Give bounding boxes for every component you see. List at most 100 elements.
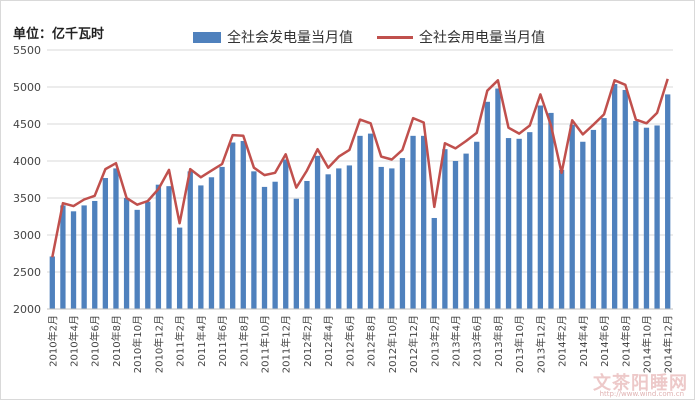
bar bbox=[325, 174, 331, 309]
legend-bar-swatch bbox=[193, 31, 221, 43]
bar bbox=[166, 186, 172, 309]
y-tick-label: 2000 bbox=[13, 303, 41, 316]
bar bbox=[113, 168, 119, 309]
bar bbox=[293, 198, 299, 309]
x-tick-label: 2012年6月 bbox=[343, 315, 356, 367]
x-tick-label: 2014年8月 bbox=[619, 315, 632, 367]
x-tick-label: 2014年6月 bbox=[598, 315, 611, 367]
bar bbox=[484, 101, 490, 309]
bar bbox=[240, 141, 246, 309]
legend-item-generation: 全社会发电量当月值 bbox=[193, 27, 353, 47]
bar bbox=[49, 256, 55, 309]
y-tick-label: 3500 bbox=[13, 192, 41, 205]
bar bbox=[304, 180, 310, 309]
bar bbox=[452, 161, 459, 309]
x-tick-label: 2011年12月 bbox=[280, 315, 293, 373]
x-tick-label: 2014年12月 bbox=[662, 315, 675, 373]
x-tick-label: 2013年2月 bbox=[428, 315, 441, 367]
bar bbox=[346, 165, 353, 309]
bar bbox=[60, 205, 66, 309]
bar bbox=[145, 201, 151, 309]
x-tick-label: 2013年12月 bbox=[534, 315, 547, 373]
watermark-logo: 文茶阳睡网 bbox=[593, 373, 688, 394]
bar bbox=[176, 227, 183, 309]
bar bbox=[336, 168, 342, 309]
x-tick-label: 2011年8月 bbox=[237, 315, 250, 367]
bar bbox=[283, 159, 289, 309]
x-tick-label: 2012年4月 bbox=[322, 315, 335, 367]
bar bbox=[474, 141, 480, 309]
x-tick-label: 2012年12月 bbox=[407, 315, 420, 373]
bar bbox=[367, 133, 374, 309]
legend-item-consumption: 全社会用电量当月值 bbox=[377, 27, 545, 47]
x-tick-label: 2012年2月 bbox=[301, 315, 314, 367]
bar bbox=[272, 181, 278, 309]
y-tick-label: 3000 bbox=[13, 229, 41, 242]
x-tick-label: 2013年8月 bbox=[492, 315, 505, 367]
unit-label: 单位：亿千瓦时 bbox=[13, 27, 105, 42]
bar bbox=[558, 169, 565, 309]
y-tick-label: 4000 bbox=[13, 155, 41, 168]
bar bbox=[230, 142, 236, 309]
y-tick-label: 5000 bbox=[13, 81, 41, 94]
x-tick-label: 2011年2月 bbox=[174, 315, 187, 367]
x-tick-label: 2011年6月 bbox=[216, 315, 229, 367]
bar bbox=[81, 205, 87, 309]
bar bbox=[516, 138, 522, 309]
bar bbox=[580, 141, 586, 309]
bar bbox=[495, 88, 501, 309]
legend-label-consumption: 全社会用电量当月值 bbox=[419, 30, 545, 46]
bar bbox=[399, 158, 406, 309]
x-tick-label: 2014年10月 bbox=[640, 315, 653, 373]
bar bbox=[590, 129, 597, 309]
x-tick-label: 2011年10月 bbox=[259, 315, 272, 373]
x-tick-label: 2010年2月 bbox=[46, 315, 59, 367]
bar bbox=[198, 185, 204, 309]
x-tick-label: 2010年6月 bbox=[89, 315, 102, 367]
bar bbox=[208, 177, 215, 309]
bar bbox=[527, 132, 533, 309]
bar bbox=[431, 217, 437, 309]
bar bbox=[611, 84, 618, 309]
x-tick-label: 2014年4月 bbox=[577, 315, 590, 367]
bar bbox=[569, 124, 575, 310]
x-tick-label: 2014年2月 bbox=[556, 315, 569, 367]
y-tick-label: 2500 bbox=[13, 266, 41, 279]
bar bbox=[261, 186, 268, 309]
y-tick-label: 4500 bbox=[13, 118, 41, 131]
bar bbox=[442, 149, 448, 309]
x-tick-label: 2010年8月 bbox=[110, 315, 123, 367]
x-tick-label: 2010年4月 bbox=[68, 315, 81, 367]
bar bbox=[389, 168, 395, 309]
bar bbox=[654, 125, 660, 309]
series-line-consumption bbox=[51, 78, 669, 258]
x-tick-label: 2010年12月 bbox=[152, 315, 165, 373]
watermark-url: http://www.wind.com.cn bbox=[599, 390, 684, 398]
y-tick-label: 5500 bbox=[13, 44, 41, 57]
bar bbox=[357, 135, 363, 309]
bar bbox=[505, 138, 512, 309]
bar bbox=[548, 112, 554, 310]
x-tick-label: 2012年8月 bbox=[365, 315, 378, 367]
bar bbox=[633, 121, 639, 309]
bar bbox=[70, 211, 77, 309]
x-tick-label: 2010年10月 bbox=[131, 315, 144, 373]
bar bbox=[314, 155, 321, 309]
bar bbox=[463, 153, 469, 309]
legend-label-generation: 全社会发电量当月值 bbox=[227, 30, 353, 46]
x-tick-label: 2013年6月 bbox=[471, 315, 484, 367]
bar bbox=[92, 200, 98, 309]
x-tick-label: 2013年4月 bbox=[449, 315, 462, 367]
bar bbox=[187, 171, 193, 309]
legend-line-swatch bbox=[377, 35, 413, 39]
bar bbox=[219, 166, 225, 309]
x-tick-label: 2012年10月 bbox=[386, 315, 399, 373]
bar bbox=[537, 105, 544, 309]
bar bbox=[155, 184, 162, 309]
bar bbox=[134, 209, 140, 309]
bar bbox=[251, 171, 257, 309]
bar bbox=[123, 198, 130, 309]
bar bbox=[622, 89, 628, 310]
